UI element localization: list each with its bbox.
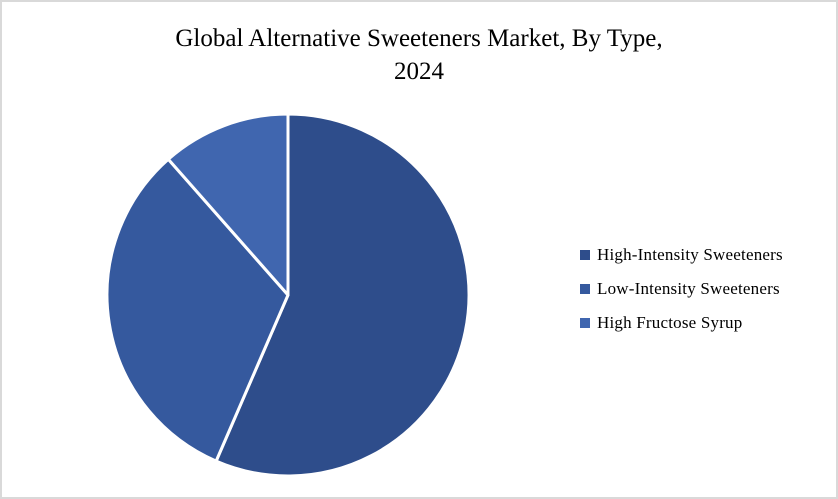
legend-item-high-fructose: High Fructose Syrup bbox=[580, 313, 783, 333]
pie-slice bbox=[166, 112, 290, 297]
pie-slice bbox=[214, 112, 471, 478]
legend-item-low-intensity: Low-Intensity Sweeteners bbox=[580, 279, 783, 299]
legend-swatch-icon bbox=[580, 318, 590, 328]
legend-label: Low-Intensity Sweeteners bbox=[597, 279, 780, 298]
legend-item-high-intensity: High-Intensity Sweeteners bbox=[580, 245, 783, 265]
legend-swatch-icon bbox=[580, 284, 590, 294]
chart-title-line-1: Global Alternative Sweeteners Market, By… bbox=[175, 25, 663, 52]
chart-title: Global Alternative Sweeteners Market, By… bbox=[2, 22, 836, 88]
legend-swatch-icon bbox=[580, 250, 590, 260]
legend: High-Intensity Sweeteners Low-Intensity … bbox=[580, 245, 783, 347]
chart-title-line-2: 2024 bbox=[394, 58, 444, 85]
legend-label: High Fructose Syrup bbox=[597, 313, 743, 332]
legend-label: High-Intensity Sweeteners bbox=[597, 245, 783, 264]
pie-slice bbox=[105, 157, 290, 463]
